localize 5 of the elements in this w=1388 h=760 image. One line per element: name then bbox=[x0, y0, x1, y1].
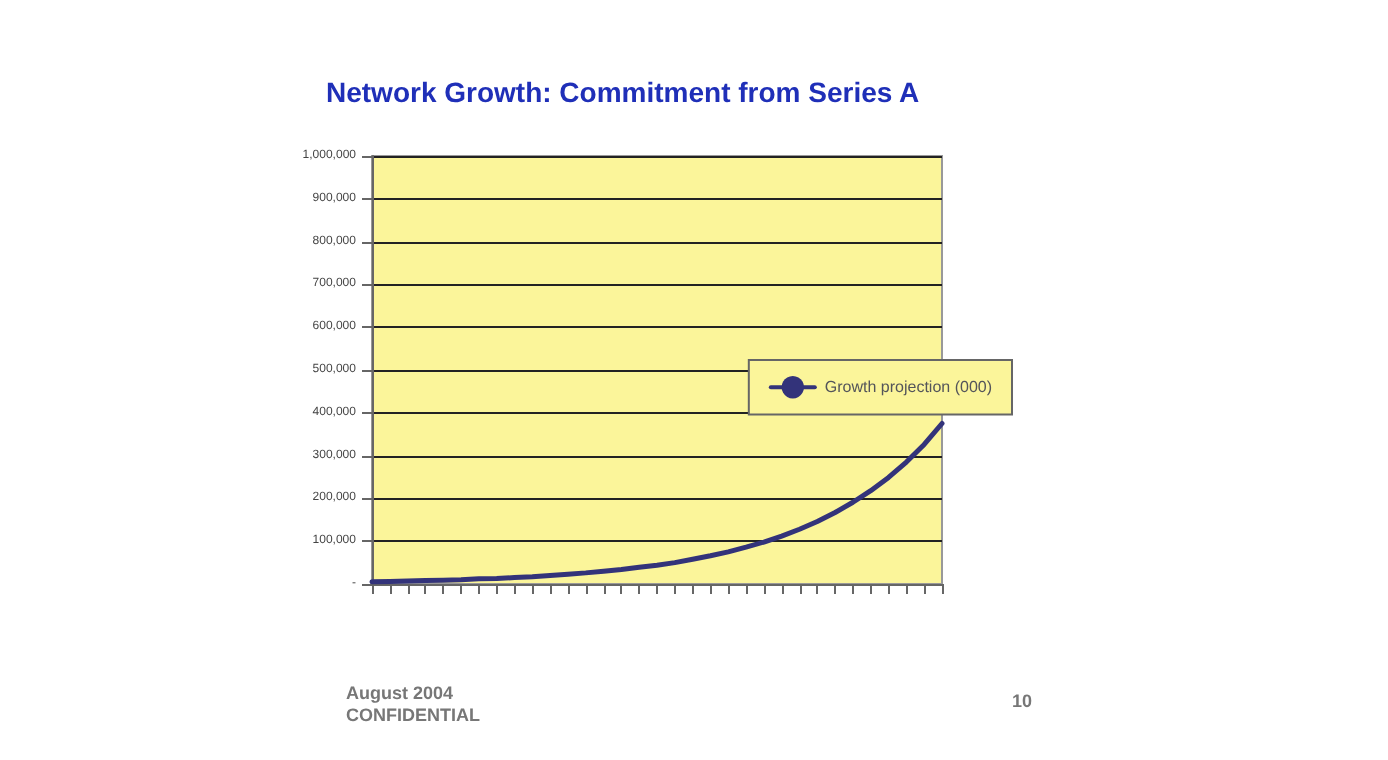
text: CONFIDENTIAL bbox=[346, 705, 481, 725]
text: 10 bbox=[1011, 691, 1033, 711]
legend-label: Growth projection (000) bbox=[824, 378, 993, 397]
chart-title: Network Growth: Commitment from Series A bbox=[326, 76, 920, 108]
text: August 2004 bbox=[346, 683, 454, 703]
